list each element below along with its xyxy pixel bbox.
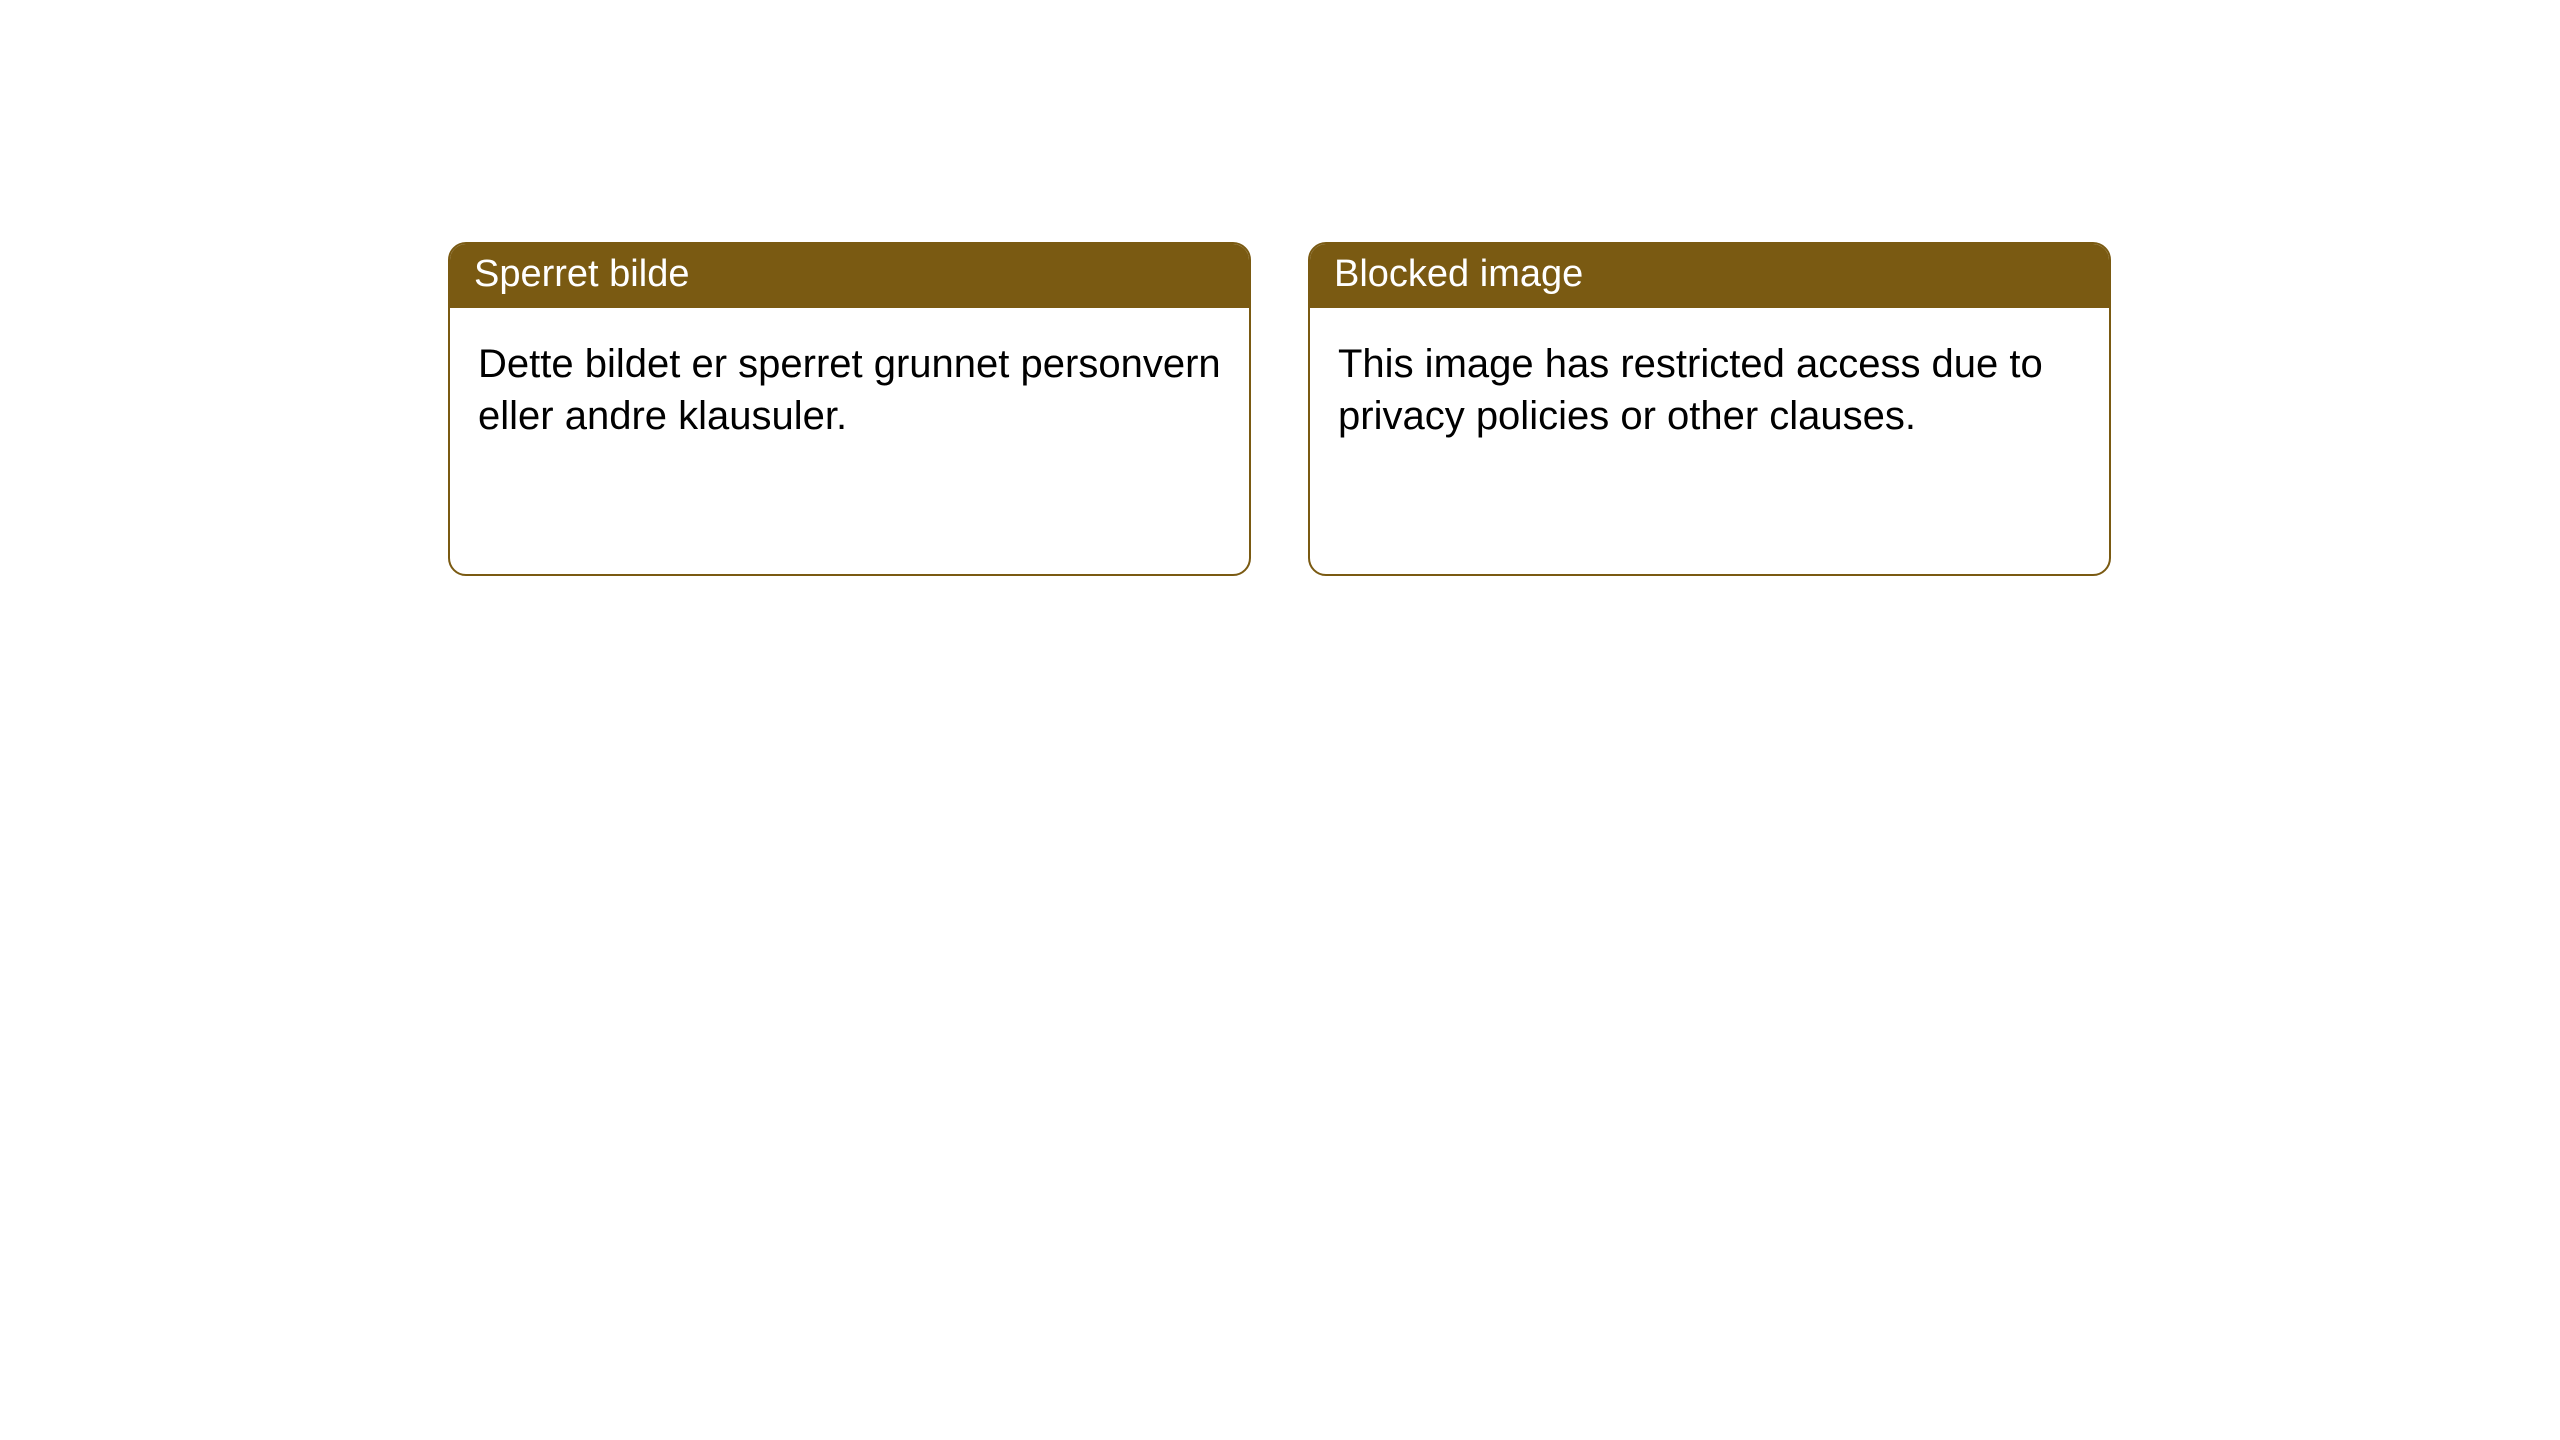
notice-cards-container: Sperret bilde Dette bildet er sperret gr… — [448, 242, 2111, 576]
notice-card-norwegian: Sperret bilde Dette bildet er sperret gr… — [448, 242, 1251, 576]
card-header: Sperret bilde — [450, 244, 1249, 308]
notice-card-english: Blocked image This image has restricted … — [1308, 242, 2111, 576]
card-body: This image has restricted access due to … — [1310, 308, 2109, 470]
card-body: Dette bildet er sperret grunnet personve… — [450, 308, 1249, 470]
card-header: Blocked image — [1310, 244, 2109, 308]
